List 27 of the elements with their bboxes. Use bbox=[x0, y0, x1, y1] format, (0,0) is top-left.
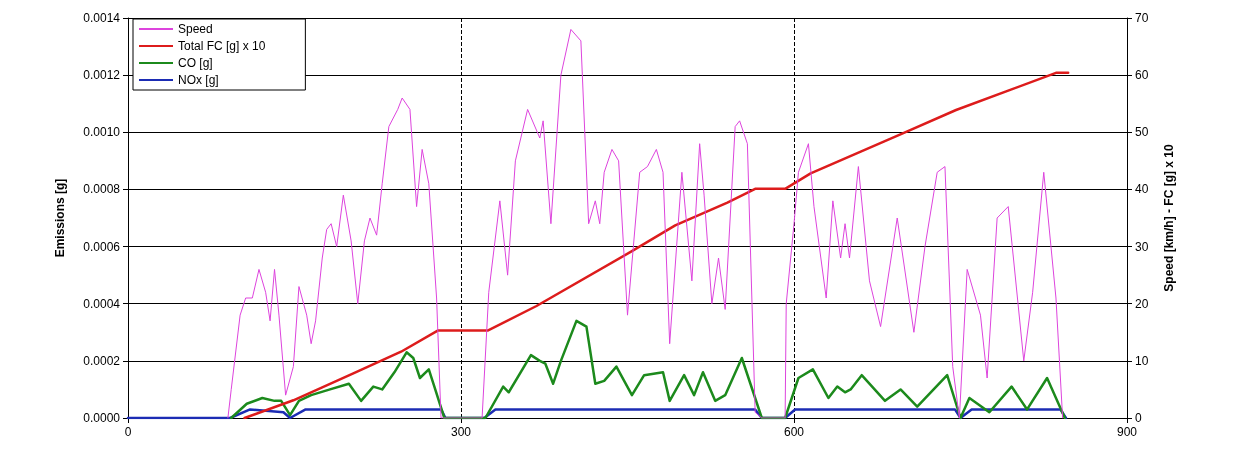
x-tick-label: 900 bbox=[1116, 425, 1138, 439]
y-tick-label: 0.0012 bbox=[83, 68, 121, 83]
y-tick-label: 0.0014 bbox=[83, 11, 121, 25]
y2-tick-label: 60 bbox=[1135, 68, 1149, 83]
legend-label: NOx [g] bbox=[178, 73, 219, 87]
y-tick-label: 0.0006 bbox=[83, 239, 121, 254]
y2-axis-title: Speed [km/h] - FC [g] x 10 bbox=[1162, 144, 1176, 292]
y2-tick-label: 20 bbox=[1135, 296, 1149, 311]
line-series bbox=[229, 319, 1067, 420]
x-tick-label: 300 bbox=[450, 425, 472, 439]
y-axis-title: Emissions [g] bbox=[53, 178, 67, 258]
legend-label: Speed bbox=[178, 22, 213, 36]
y2-tick-label: 40 bbox=[1135, 182, 1149, 197]
y-tick-label: 0.0010 bbox=[83, 125, 121, 140]
legend-label: CO [g] bbox=[178, 56, 213, 70]
y2-tick-label: 10 bbox=[1135, 353, 1149, 368]
y-tick-label: 0.0002 bbox=[83, 353, 121, 368]
x-tick-label: 600 bbox=[783, 425, 805, 439]
y2-tick-label: 70 bbox=[1135, 11, 1149, 25]
legend-label: Total FC [g] x 10 bbox=[178, 39, 266, 53]
y-tick-label: 0.0004 bbox=[83, 296, 121, 311]
y-tick-label: 0.0008 bbox=[83, 182, 121, 197]
y2-tick-label: 50 bbox=[1135, 125, 1149, 140]
y2-tick-label: 0 bbox=[1135, 411, 1142, 425]
y-tick-label: 0.0000 bbox=[83, 411, 121, 425]
x-tick-label: 0 bbox=[124, 425, 132, 439]
y2-tick-label: 30 bbox=[1135, 239, 1149, 254]
